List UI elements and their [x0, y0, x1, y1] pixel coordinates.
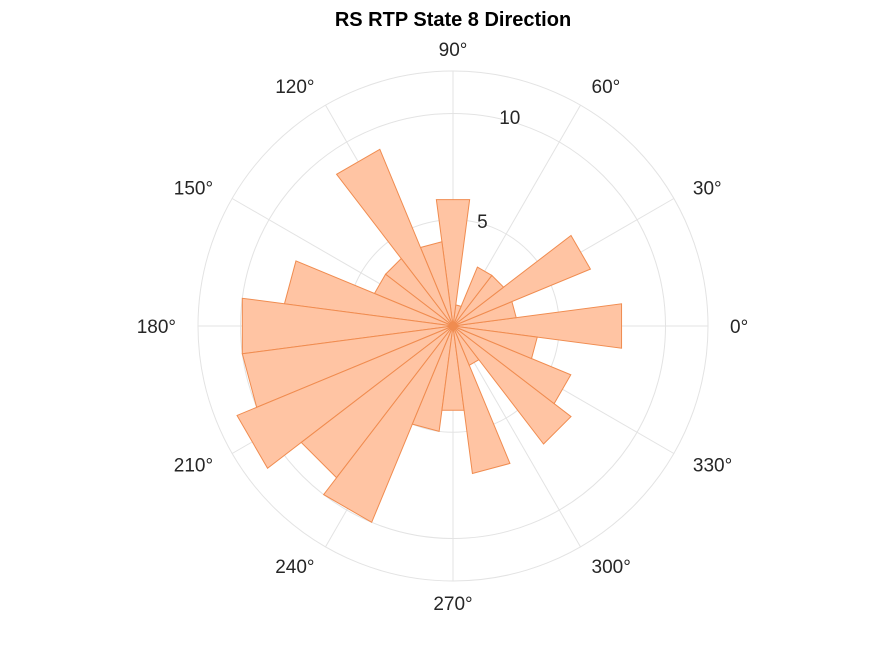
radial-tick-label: 10 [499, 108, 520, 129]
angle-tick-label: 120° [275, 77, 314, 98]
angle-tick-label: 60° [592, 77, 621, 98]
histogram-bars [236, 148, 623, 524]
axis-labels: 0° 30° 60° 90° 120° 150° 180° 210° 240° 270° 300° 3… [137, 40, 748, 615]
histogram-bar [452, 266, 493, 327]
angle-tick-label: 180° [137, 317, 176, 338]
angle-tick-label: 240° [275, 557, 314, 578]
angle-tick-label: 300° [592, 557, 631, 578]
center-point [448, 321, 458, 331]
histogram-bar [452, 325, 538, 360]
angle-tick-label: 90° [439, 40, 468, 61]
radial-tick-label: 5 [477, 212, 488, 233]
histogram-bar [335, 148, 454, 327]
angle-tick-label: 30° [693, 179, 722, 200]
angle-tick-label: 210° [174, 456, 213, 477]
histogram-bar [452, 325, 511, 475]
angle-tick-label: 0° [730, 317, 748, 338]
angle-tick-label: 150° [174, 179, 213, 200]
chart-title: RS RTP State 8 Direction [335, 9, 571, 31]
angle-tick-label: 330° [693, 456, 732, 477]
angle-tick-label: 270° [433, 594, 472, 615]
histogram-bar [452, 234, 592, 327]
